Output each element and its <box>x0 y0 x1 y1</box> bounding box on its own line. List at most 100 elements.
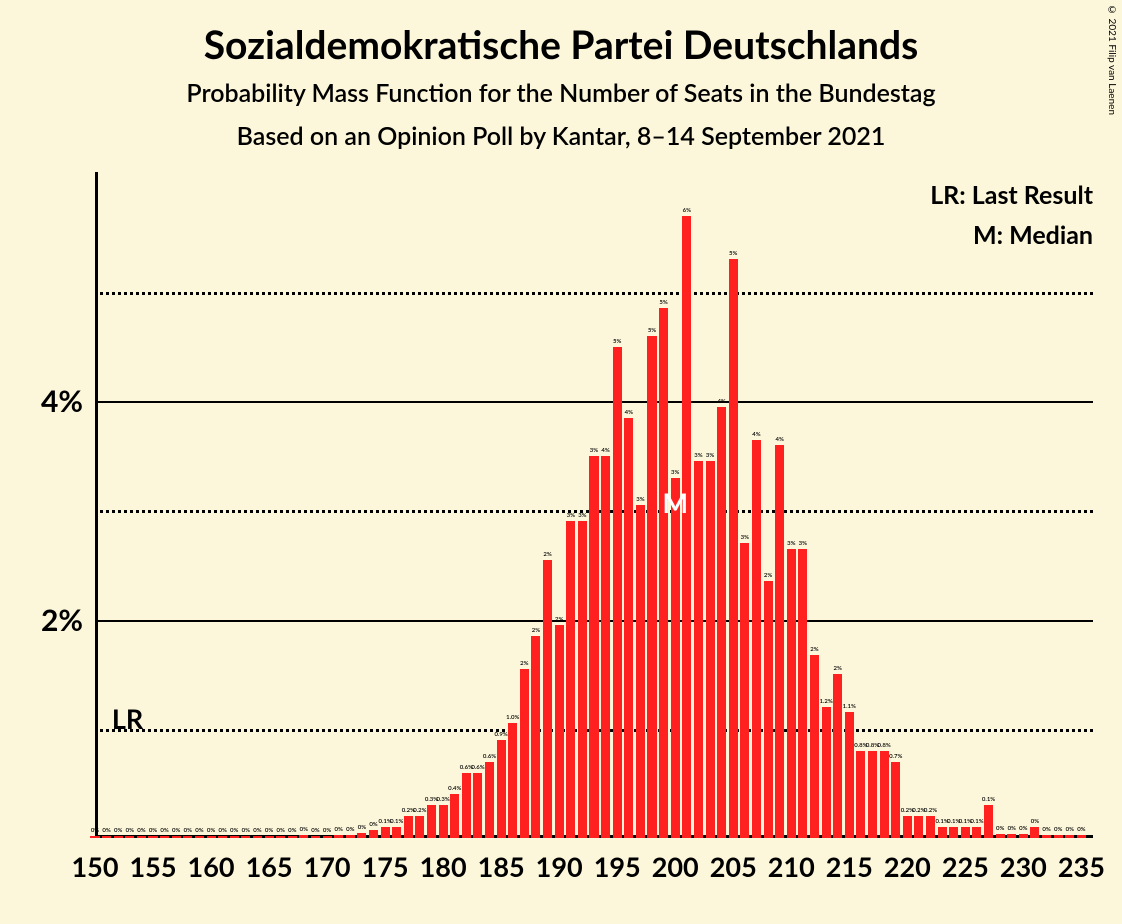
x-tick-label: 235 <box>1058 850 1105 883</box>
bar: 2% <box>555 625 564 838</box>
bar-value-label: 4% <box>717 398 725 407</box>
bar: 0% <box>334 835 343 838</box>
bar: 0% <box>276 836 285 838</box>
bar-value-label: 0% <box>265 827 273 836</box>
bar: 0.1% <box>381 827 390 838</box>
x-tick-label: 170 <box>304 850 351 883</box>
bar: 0% <box>1019 834 1028 838</box>
gridline <box>95 401 1093 403</box>
bar: 0% <box>288 836 297 838</box>
bar: 2% <box>764 581 773 838</box>
bar-value-label: 4% <box>601 447 609 456</box>
bar-value-label: 3% <box>799 540 807 549</box>
bar-value-label: 0% <box>276 827 284 836</box>
bar-value-label: 0% <box>323 827 331 836</box>
bar: 0% <box>311 836 320 838</box>
bar-value-label: 3% <box>741 534 749 543</box>
bar: 3% <box>787 549 796 838</box>
bar: 0.1% <box>949 827 958 838</box>
bar: 0% <box>172 836 181 838</box>
bar-value-label: 0% <box>1008 825 1016 834</box>
bar: 0% <box>207 836 216 838</box>
bar: 3% <box>706 461 715 838</box>
bar: 0.1% <box>972 827 981 838</box>
bar-value-label: 0% <box>1066 826 1074 835</box>
x-tick-label: 160 <box>188 850 235 883</box>
chart-subtitle-2: Based on an Opinion Poll by Kantar, 8–14… <box>0 121 1122 151</box>
bar-value-label: 0% <box>996 825 1004 834</box>
bar: 0% <box>996 834 1005 838</box>
bar: 3% <box>740 543 749 838</box>
bar: 2% <box>520 669 529 838</box>
bar: 0.2% <box>404 816 413 838</box>
bar-value-label: 0% <box>126 827 134 836</box>
bar: 0.6% <box>462 773 471 839</box>
bar-value-label: 0% <box>207 827 215 836</box>
bar-value-label: 3% <box>787 540 795 549</box>
bar: 1.1% <box>845 712 854 838</box>
bar: 3% <box>566 521 575 838</box>
bar: 3% <box>636 505 645 838</box>
bar-value-label: 0% <box>195 827 203 836</box>
bar-value-label: 0% <box>160 827 168 836</box>
bar-value-label: 5% <box>659 299 667 308</box>
bar-value-label: 0.1% <box>982 796 995 805</box>
bar-value-label: 0.9% <box>495 731 508 740</box>
bar: 0.2% <box>914 816 923 838</box>
bar: 0% <box>1054 835 1063 838</box>
chart-credit: © 2021 Filip van Laenen <box>1106 4 1118 115</box>
x-tick-label: 195 <box>594 850 641 883</box>
x-tick-label: 190 <box>536 850 583 883</box>
bar-value-label: 0% <box>184 827 192 836</box>
bar-value-label: 3% <box>671 469 679 478</box>
bar: 0% <box>323 836 332 838</box>
bar: 5% <box>613 347 622 838</box>
bar: 0.6% <box>473 773 482 839</box>
bar: 0% <box>148 836 157 838</box>
bar-value-label: 5% <box>729 250 737 259</box>
bar: 0% <box>346 835 355 838</box>
bar: 0% <box>299 835 308 838</box>
x-tick-label: 200 <box>652 850 699 883</box>
bar-value-label: 4% <box>625 409 633 418</box>
bar-value-label: 2% <box>810 646 818 655</box>
bar-value-label: 0.6% <box>483 753 496 762</box>
bar-value-label: 3% <box>694 452 702 461</box>
bar: 0.8% <box>880 751 889 838</box>
bar: 0.1% <box>961 827 970 838</box>
bar: 0.4% <box>450 794 459 838</box>
bar: 3% <box>671 478 680 838</box>
bar: 0% <box>230 836 239 838</box>
bar: 0.6% <box>485 762 494 838</box>
bar-value-label: 0.7% <box>889 753 902 762</box>
chart-title: Sozialdemokratische Partei Deutschlands <box>0 22 1122 68</box>
bar: 2% <box>543 560 552 838</box>
bar-value-label: 1.2% <box>819 698 832 707</box>
bar-value-label: 0.4% <box>448 785 461 794</box>
bar-value-label: 0% <box>1019 825 1027 834</box>
bar-value-label: 0% <box>311 827 319 836</box>
bar-value-label: 3% <box>706 452 714 461</box>
legend-median: M: Median <box>973 220 1093 250</box>
bar-value-label: 0% <box>172 827 180 836</box>
bar: 0% <box>369 830 378 838</box>
bar-value-label: 0% <box>369 821 377 830</box>
bar-value-label: 0% <box>1031 818 1039 827</box>
bar-value-label: 0% <box>1042 826 1050 835</box>
bar: 2% <box>833 674 842 838</box>
plot-area: 0%0%0%0%0%0%0%0%0%0%0%0%0%0%0%0%0%0%0%0%… <box>95 172 1093 838</box>
bar-value-label: 2% <box>532 627 540 636</box>
x-tick-label: 165 <box>246 850 293 883</box>
bar: 0.1% <box>392 827 401 838</box>
bar: 0.7% <box>891 762 900 838</box>
bar: 0.1% <box>984 805 993 838</box>
x-tick-label: 185 <box>478 850 525 883</box>
bar-value-label: 0.3% <box>437 796 450 805</box>
bar: 0.2% <box>926 816 935 838</box>
bar-value-label: 0.8% <box>877 742 890 751</box>
x-tick-label: 175 <box>362 850 409 883</box>
bar: 0% <box>195 836 204 838</box>
bar: 5% <box>647 336 656 838</box>
x-tick-label: 230 <box>1000 850 1047 883</box>
bar: 3% <box>578 521 587 838</box>
